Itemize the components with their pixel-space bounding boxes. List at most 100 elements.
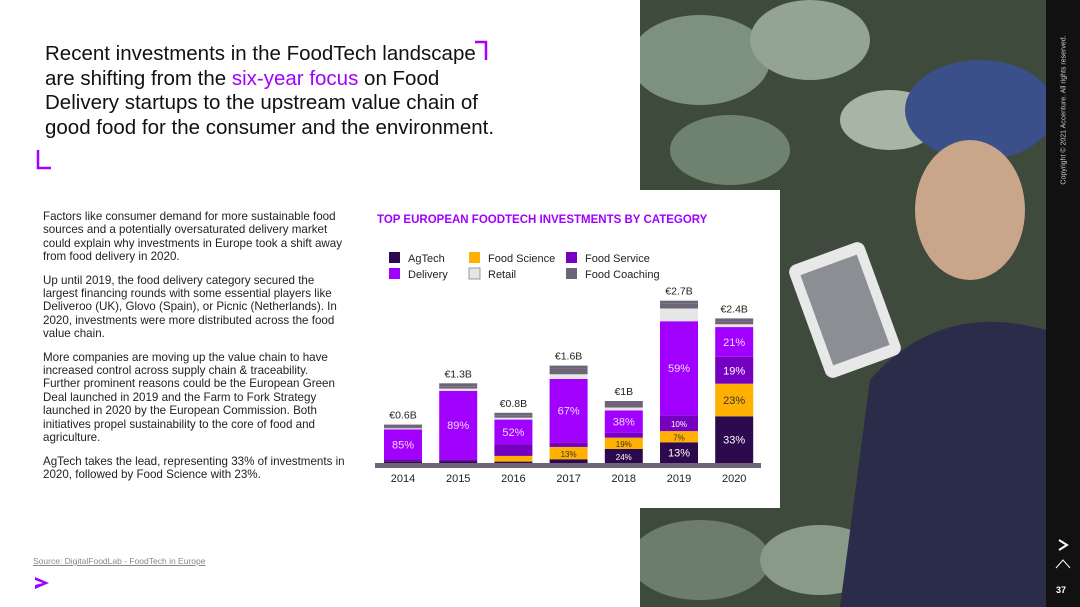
source[interactable]: Source: DigitalFoodLab - FoodTech in Eur… (33, 556, 206, 566)
data-label: 85% (392, 439, 414, 451)
bar-segment (660, 308, 698, 322)
bar-segment (549, 446, 588, 460)
data-label: 13% (668, 448, 690, 460)
bar-segment (549, 368, 588, 375)
legend-swatch (389, 268, 400, 279)
x-tick-label: 2014 (391, 473, 415, 485)
legend-label: Food Science (488, 253, 555, 265)
data-label: 19% (723, 365, 745, 377)
legend-label: Retail (488, 269, 516, 281)
chart: TOP EUROPEAN FOODTECH INVESTMENTS BY CAT… (365, 190, 780, 508)
data-label: 23% (723, 395, 745, 407)
bar-segment (604, 404, 643, 408)
data-label: 89% (447, 420, 469, 432)
total-marker (604, 401, 643, 404)
bar-segment (660, 415, 698, 432)
bar-segment (715, 324, 754, 328)
slide-title: Recent investments in the FoodTech lands… (45, 42, 505, 140)
bar-segment (384, 427, 422, 429)
bar-segment (604, 448, 643, 463)
chart-title: TOP EUROPEAN FOODTECH INVESTMENTS BY CAT… (377, 214, 708, 226)
total-label: €0.8B (500, 398, 527, 410)
bar-segment (494, 444, 533, 456)
bar-segment (384, 429, 422, 460)
data-label: 21% (723, 337, 745, 349)
paragraph: More companies are moving up the value c… (43, 350, 335, 445)
total-label: €2.7B (665, 286, 692, 298)
data-label: 19% (616, 440, 632, 449)
data-label: 52% (502, 427, 524, 439)
legend-label: AgTech (408, 253, 445, 265)
data-label: 10% (671, 420, 687, 429)
bar-segment (494, 419, 533, 445)
title-highlight: six-year focus (231, 66, 359, 90)
brand-logo (35, 577, 49, 589)
paragraph: Up until 2019, the food delivery categor… (43, 273, 337, 341)
total-label: €2.4B (720, 303, 747, 315)
bar-segment (604, 410, 643, 433)
bar-segment (604, 437, 643, 449)
total-label: €1.6B (555, 351, 582, 363)
bar-segment (384, 459, 422, 462)
title-text: on Food Delivery startups to the upstrea… (45, 66, 495, 139)
bar-segment (604, 407, 643, 411)
total-label: €1.3B (444, 368, 471, 380)
bar-segment (715, 416, 754, 463)
x-tick-label: 2015 (446, 473, 470, 485)
legend-label: Delivery (408, 269, 448, 281)
bar-segment (494, 455, 533, 462)
legend-label: Food Coaching (585, 269, 660, 281)
total-marker (494, 412, 533, 416)
bar-segment (715, 327, 754, 357)
copyright: Copyright © 2021 Accenture. All rights r… (1060, 35, 1068, 185)
logo-icons (1055, 539, 1071, 569)
bar-segment (660, 321, 698, 416)
bar-segment (715, 356, 754, 384)
bar-segment (715, 321, 754, 325)
bar-segment (439, 388, 478, 391)
total-marker (715, 318, 754, 322)
total-marker (439, 383, 478, 387)
bar-segment (549, 374, 588, 379)
bar-segment (384, 428, 422, 430)
bar-segment (494, 415, 533, 418)
x-tick-label: 2016 (501, 473, 525, 485)
paragraph: Factors like consumer demand for more su… (43, 210, 343, 264)
bar-segment (549, 442, 588, 447)
bar-segment (715, 383, 754, 417)
x-tick-label: 2018 (612, 473, 636, 485)
legend-swatch (468, 267, 481, 280)
legend-swatch (566, 268, 577, 279)
bar-segment (549, 459, 588, 463)
bar-segment (660, 303, 698, 309)
bar-segment (439, 386, 478, 389)
legend-swatch (389, 252, 400, 263)
data-label: 59% (668, 363, 690, 375)
total-marker (384, 424, 422, 428)
bar-segment (439, 459, 478, 462)
data-label: 24% (616, 453, 632, 462)
bar-segment (494, 417, 533, 420)
x-tick-label: 2020 (722, 473, 746, 485)
brand-strip (1046, 0, 1080, 607)
bar-segment (660, 431, 698, 443)
data-label: 38% (613, 417, 635, 429)
bar-segment (384, 461, 422, 463)
total-marker (549, 365, 588, 369)
title-brackets (36, 40, 488, 170)
bar-segment (660, 442, 698, 463)
data-label: 33% (723, 435, 745, 447)
bar-segment (439, 461, 478, 463)
data-label: 67% (558, 406, 580, 418)
bar-segment (494, 461, 533, 463)
total-marker (660, 300, 698, 304)
legend-swatch (469, 252, 480, 263)
legend-swatch (566, 252, 577, 263)
title-text: Recent investments in the FoodTech lands… (45, 42, 476, 90)
baseline (375, 463, 761, 468)
bar-segment (439, 390, 478, 460)
bar-segment (549, 378, 588, 443)
total-label: €0.6B (389, 410, 416, 422)
data-label: 13% (561, 450, 577, 459)
